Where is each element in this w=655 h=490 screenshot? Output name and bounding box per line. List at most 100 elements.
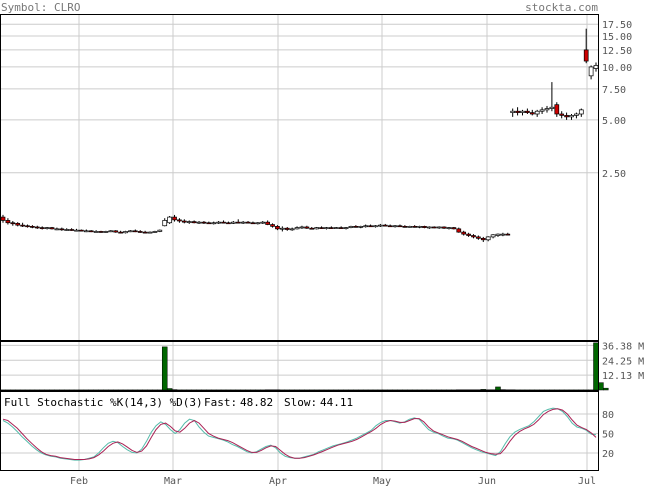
candle-body [520, 111, 524, 112]
price-candle [158, 229, 162, 232]
candle-body [300, 227, 304, 228]
candle-body [535, 111, 539, 114]
candle-body [30, 226, 34, 227]
candle-body [163, 220, 167, 225]
candle-body [545, 109, 549, 110]
candle-body [373, 226, 377, 227]
candle-body [35, 227, 39, 228]
candle-body [226, 223, 230, 224]
candle-body [427, 227, 431, 228]
candle-body [280, 228, 284, 229]
stoch-tick-label: 50 [602, 430, 614, 441]
candle-body [354, 226, 358, 227]
candle-body [560, 114, 564, 115]
candle-body [261, 222, 265, 223]
candle-body [187, 222, 191, 223]
candle-body [251, 223, 255, 224]
price-candle [50, 227, 54, 230]
price-candle [315, 227, 319, 230]
candle-body [266, 222, 270, 224]
candle-body [60, 229, 64, 230]
candle-body [89, 231, 93, 232]
volume-tick-label: 12.13 M [602, 371, 644, 382]
candle-body [496, 234, 500, 235]
candle-body [555, 105, 559, 114]
candle-body [119, 232, 123, 233]
volume-bar [598, 383, 603, 390]
candle-body [516, 111, 520, 112]
candle-body [388, 226, 392, 227]
site-label: stockta.com [525, 1, 598, 14]
price-candle [432, 226, 436, 228]
candle-body [550, 107, 554, 108]
price-tick-label: 7.50 [602, 85, 626, 96]
candle-body [359, 226, 363, 227]
month-label: Mar [164, 476, 182, 486]
candle-body [501, 234, 505, 235]
candle-body [84, 231, 88, 232]
candle-body [408, 226, 412, 227]
candle-body [133, 231, 137, 232]
price-candle [124, 231, 128, 234]
candle-body [124, 231, 128, 232]
volume-bar [481, 389, 486, 390]
volume-bar [603, 388, 608, 390]
candle-body [6, 220, 10, 222]
candle-body [486, 237, 490, 240]
candle-body [457, 229, 461, 232]
candle-body [329, 228, 333, 229]
price-candle [114, 230, 118, 233]
candle-body [476, 237, 480, 238]
candle-body [192, 222, 196, 223]
candle-body [21, 225, 25, 226]
price-candle [334, 227, 338, 229]
candle-body [70, 229, 74, 230]
candle-body [324, 228, 328, 229]
price-candle [349, 226, 353, 228]
volume-tick-label: 36.38 M [602, 341, 644, 352]
candle-body [173, 217, 177, 220]
candle-body [579, 110, 583, 114]
stoch-tick-label: 20 [602, 449, 614, 460]
candle-body [339, 228, 343, 229]
price-candle [422, 226, 426, 228]
candle-body [177, 220, 181, 221]
candle-body [212, 223, 216, 224]
candle-body [305, 227, 309, 228]
candle-body [104, 231, 108, 232]
slow-legend-value: 44.11 [320, 396, 353, 409]
slow-legend-label: Slow: [284, 396, 317, 409]
price-candle [168, 216, 172, 224]
candle-body [467, 234, 471, 235]
candle-body [491, 235, 495, 237]
price-tick-label: 12.50 [602, 46, 632, 57]
candle-body [114, 231, 118, 232]
candle-body [138, 231, 142, 232]
candle-body [99, 231, 103, 232]
candle-body [236, 222, 240, 223]
candle-body [432, 227, 436, 228]
price-tick-label: 10.00 [602, 63, 632, 74]
candle-body [285, 228, 289, 229]
candle-body [75, 230, 79, 231]
candle-body [481, 238, 485, 239]
stoch-tick-label: 80 [602, 410, 614, 421]
candle-body [320, 228, 324, 229]
candle-body [540, 110, 544, 111]
price-tick-label: 2.50 [602, 169, 626, 180]
price-candle [408, 226, 412, 228]
candle-body [295, 228, 299, 229]
candle-body [153, 231, 157, 232]
volume-bar [162, 347, 167, 390]
candle-body [511, 111, 515, 112]
candle-body [447, 228, 451, 229]
candle-body [364, 226, 368, 227]
month-label: Jul [578, 476, 596, 486]
candle-body [197, 222, 201, 223]
candle-body [565, 115, 569, 116]
candle-body [109, 231, 113, 232]
candle-body [168, 217, 172, 223]
candle-body [369, 226, 373, 227]
candle-body [241, 222, 245, 223]
